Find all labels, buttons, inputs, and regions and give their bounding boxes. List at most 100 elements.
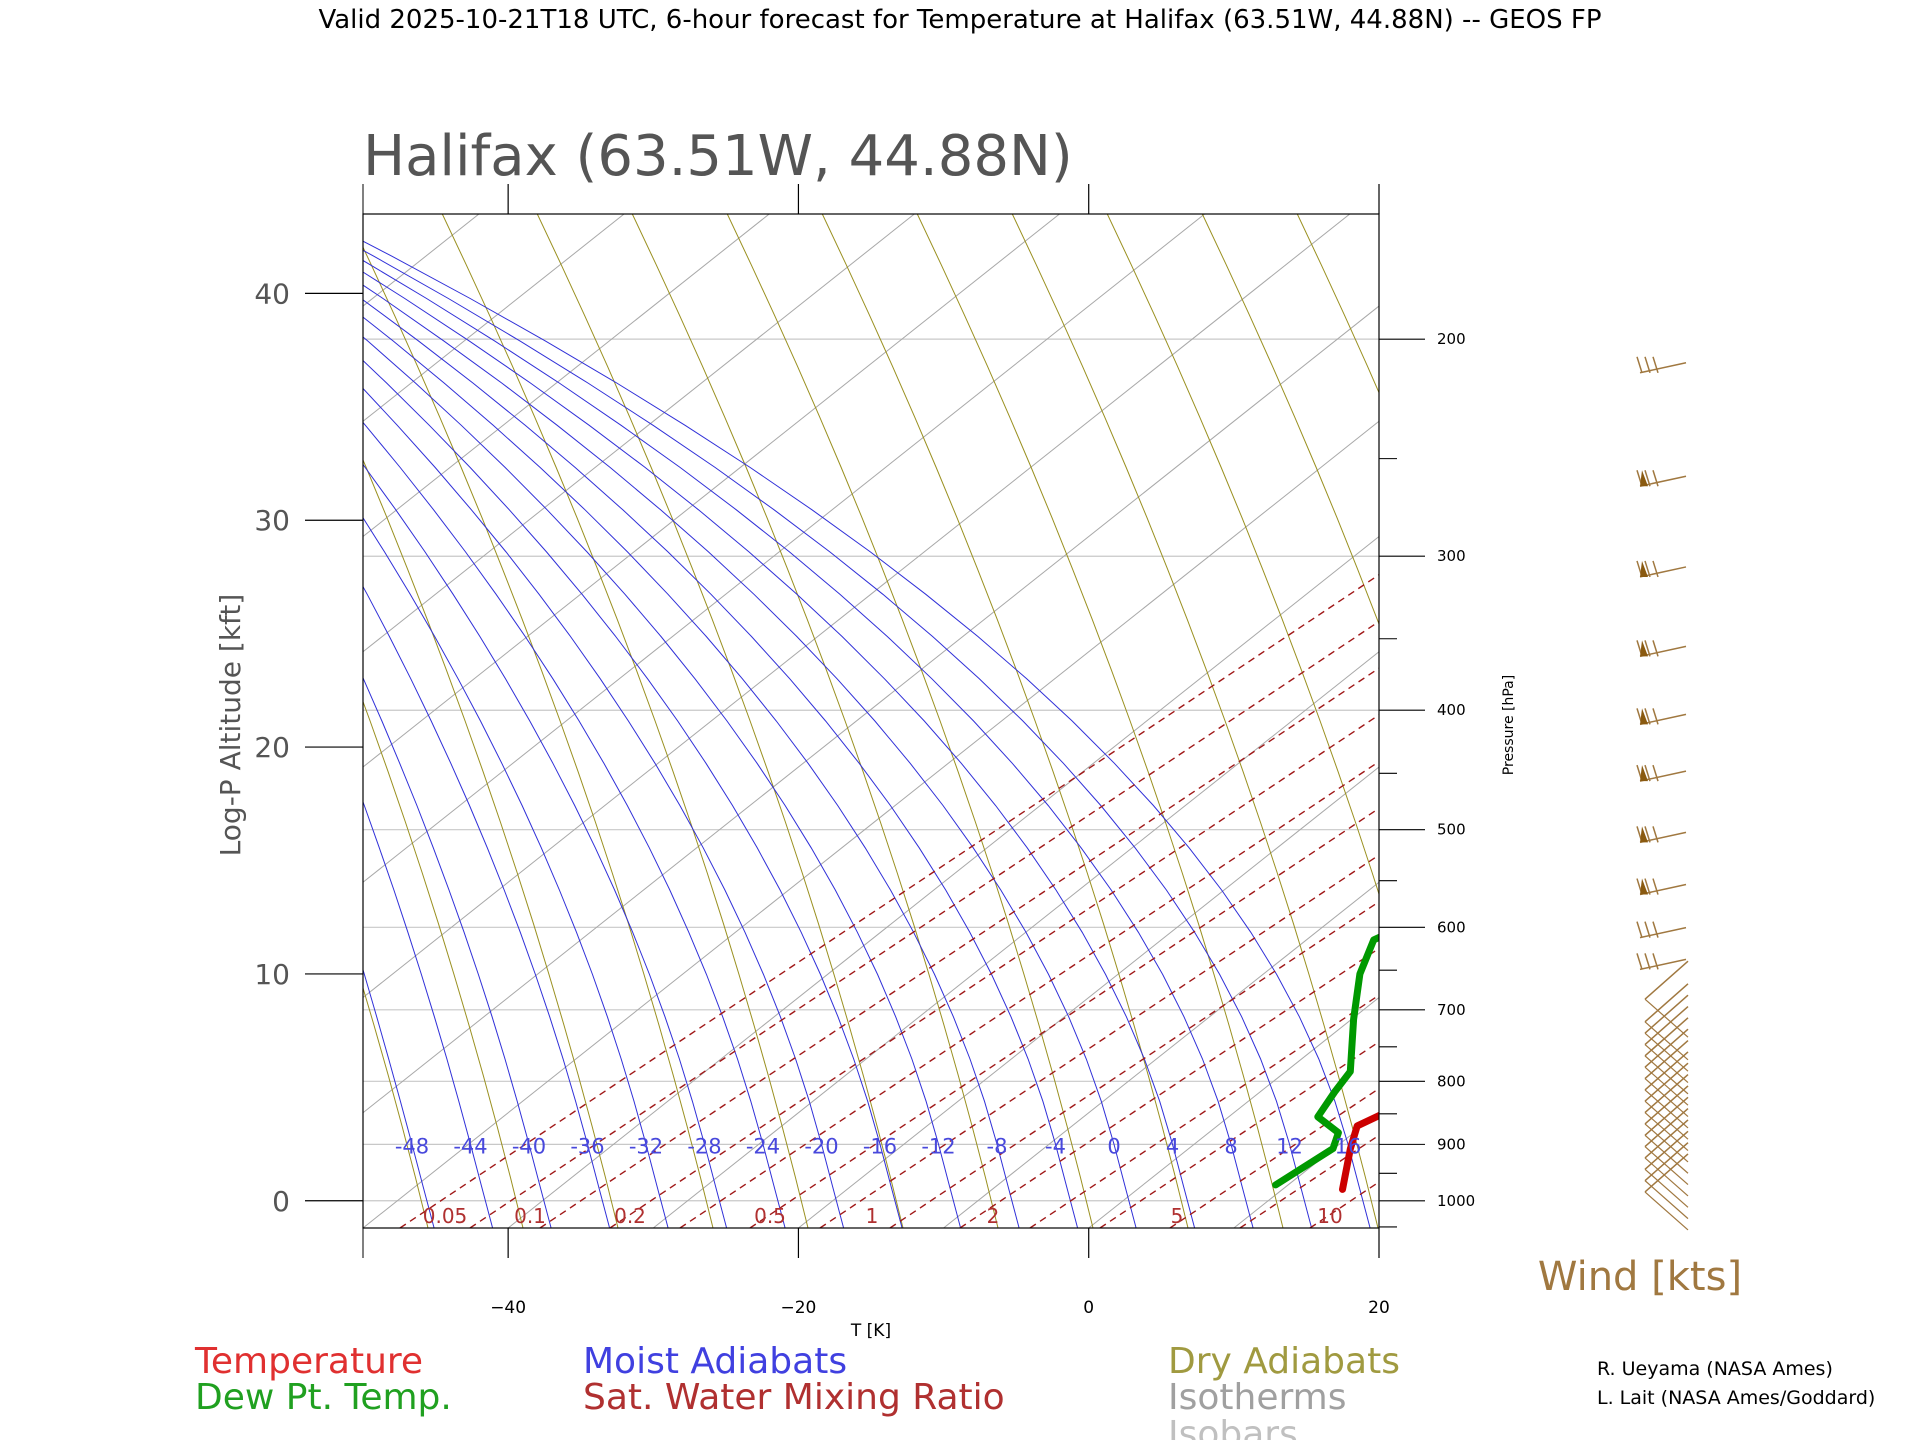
isotherm-line [363,420,1379,1228]
isotherm-line [0,214,334,1228]
moist-adiabat-label: -28 [687,1134,721,1158]
isotherm-line [1088,996,1379,1228]
wind-barb-icon [1644,1074,1689,1152]
mixing-ratio-line [749,807,1379,1228]
isotherm-line [0,214,189,1228]
pressure-label: 600 [1437,918,1466,936]
pressure-label: 200 [1437,330,1466,348]
background-line-grid [0,214,1920,1228]
moist-adiabat-label: -4 [1045,1134,1066,1158]
moist-adiabat-line [363,421,786,1228]
wind-barb-icon [1636,764,1687,782]
wind-barb-icon [1644,1062,1689,1140]
isotherm-line [943,881,1379,1228]
credit-line: L. Lait (NASA Ames/Goddard) [1597,1387,1875,1409]
moist-adiabat-line [363,800,494,1228]
mixing-ratio-line [399,573,1379,1228]
moist-adiabat-line [363,316,1020,1228]
y-tick-label: 10 [254,958,290,991]
legend-item: Sat. Water Mixing Ratio [583,1377,1005,1418]
mixing-ratio-label: 0.05 [423,1204,468,1228]
isotherm-line [1233,1112,1379,1228]
wind-barb-icon [1644,1119,1689,1197]
wind-barb-icon [1636,640,1687,658]
wind-barb-icon [1636,708,1687,726]
x-axis-label: T [K] [850,1321,891,1341]
dry-adiabat-line [0,214,48,1228]
moist-adiabat-line [363,336,962,1228]
wind-barb-icon [1636,878,1687,896]
legend-item: Temperature [194,1341,423,1382]
moist-adiabat-line [363,284,1137,1228]
moist-adiabat-label: -32 [629,1134,663,1158]
mixing-ratio-line [609,714,1379,1228]
dry-adiabat-line [0,214,333,1228]
profile-series-line [1272,933,1379,1189]
page-title: Valid 2025-10-21T18 UTC, 6-hour forecast… [318,5,1601,35]
isotherm-line [798,766,1379,1228]
moist-adiabat-line [363,463,728,1228]
wind-barb-icon [1644,1005,1689,1083]
moist-adiabat-label: -12 [921,1134,955,1158]
dry-adiabat-line [1011,214,1379,1228]
mixing-ratio-line [679,760,1379,1228]
mixing-ratio-label: 1 [866,1204,879,1228]
moist-adiabat-label: 16 [1335,1134,1362,1158]
moist-adiabat-label: 8 [1224,1134,1237,1158]
mixing-ratio-line [959,947,1379,1228]
wind-barb-icon [1636,953,1687,971]
moist-adiabat-line [363,359,903,1228]
isotherm-line [363,214,625,422]
wind-barb-icon [1636,921,1687,939]
wind-barb-icon [1644,1130,1689,1208]
plot-frame [362,213,1380,1229]
wind-barb-icon [1644,1096,1689,1174]
moist-adiabat-line [363,676,552,1228]
legend-item: Isobars [1168,1414,1298,1440]
pressure-label: 700 [1437,1001,1466,1019]
wind-barb-icon [1644,983,1689,1061]
moist-adiabat-line [363,968,435,1228]
pressure-label: 1000 [1437,1192,1475,1210]
isotherm-line [363,214,915,653]
mixing-ratio-line [819,854,1379,1228]
dry-adiabat-line [0,214,143,1228]
dry-adiabat-line [631,214,999,1228]
wind-barb-icon [1644,1039,1689,1117]
isotherm-line [363,305,1379,1114]
dry-adiabat-line [0,214,238,1228]
moist-adiabat-line [363,585,611,1228]
mixing-ratio-line [1309,1181,1379,1228]
mixing-ratio-line [1169,1087,1379,1228]
dry-adiabat-line [726,214,1094,1228]
wind-barb-icon [1644,1142,1689,1220]
x-tick-label: −20 [780,1298,816,1318]
profile-lines [1272,933,1379,1193]
mixing-ratio-label: 10 [1317,1204,1342,1228]
wind-barb-icon [1636,356,1687,374]
moist-adiabat-line [363,240,1371,1228]
wind-barb-icon [1644,994,1689,1072]
dry-adiabat-line [441,214,809,1228]
dry-adiabat-line [363,458,619,1228]
moist-adiabat-label: -36 [570,1134,604,1158]
isotherm-line [363,214,1060,768]
wind-barbs [1636,356,1689,1231]
wind-barb-icon [1644,960,1689,1038]
moist-adiabat-label: -48 [395,1134,429,1158]
moist-adiabat-label: 12 [1276,1134,1303,1158]
mixing-ratio-line [1450,214,1920,1228]
profile-series-line [1339,1111,1379,1193]
mixing-ratio-line [539,667,1379,1228]
credits: R. Ueyama (NASA Ames) L. Lait (NASA Ames/… [1597,1358,1875,1409]
moist-adiabat-line [363,516,669,1228]
moist-adiabat-line [363,259,1254,1228]
mixing-ratio-label: 5 [1171,1204,1184,1228]
wind-unit-label: Wind [kts] [1538,1254,1742,1300]
pressure-label: 800 [1437,1072,1466,1090]
wind-barb-icon [1644,1028,1689,1106]
wind-barb-icon [1636,560,1687,578]
axes: -48 -44 -40 -36 -32 -28 -24 -20 -16 -12 -8 -4 0 4 8 12 1… [254,184,1475,1318]
legend-item: Dew Pt. Temp. [195,1377,452,1418]
